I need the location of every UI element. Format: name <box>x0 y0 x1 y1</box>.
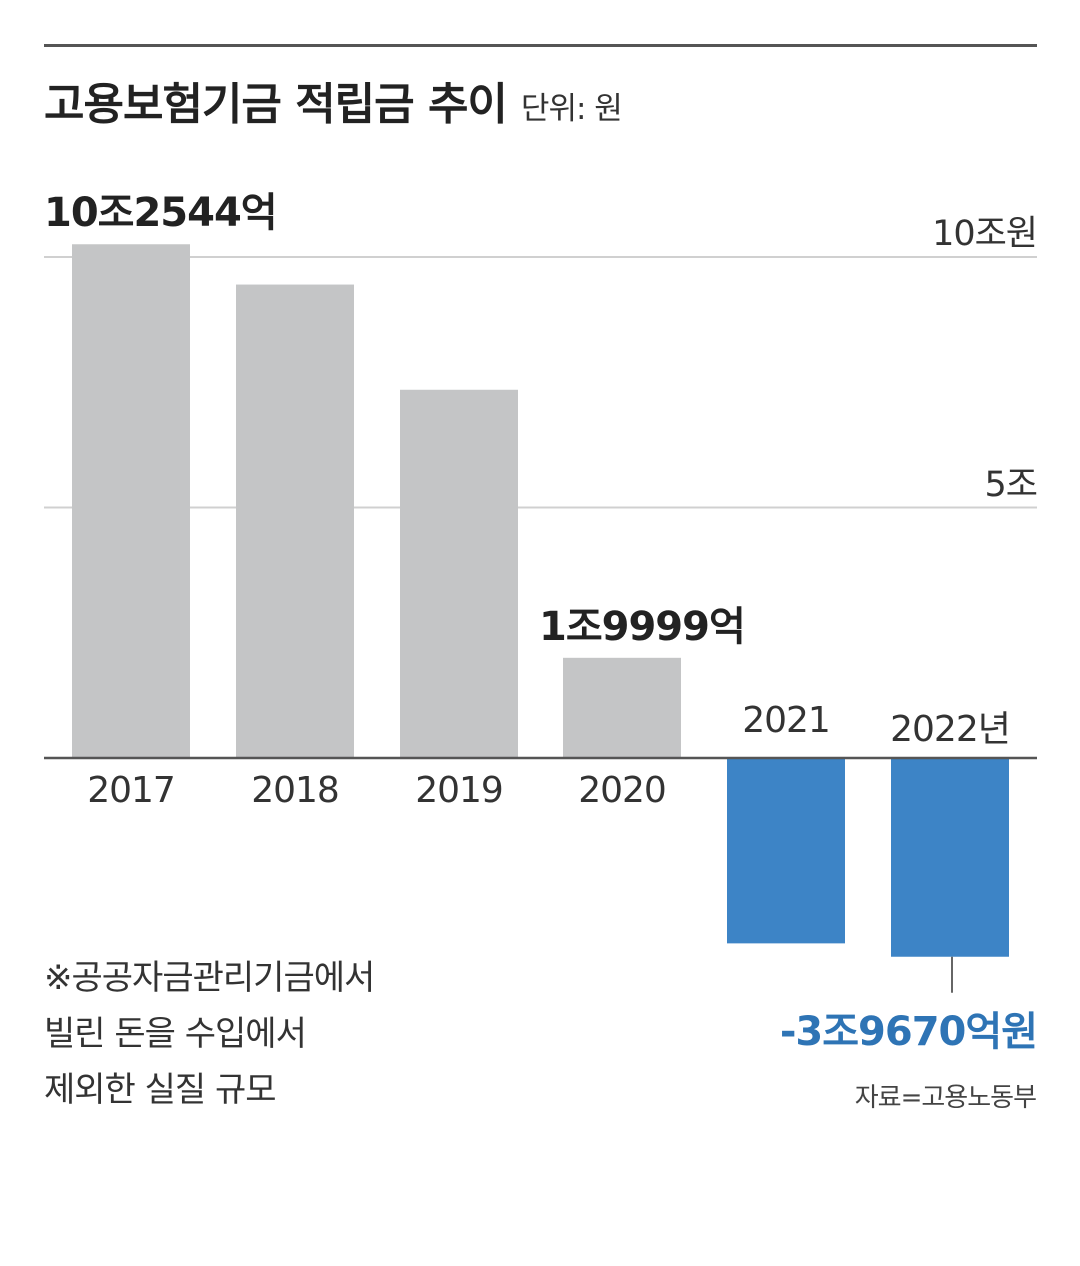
bar-2021 <box>727 758 845 944</box>
bar-2022 <box>891 758 1009 957</box>
data-label-3: 1조9999억 <box>539 603 746 650</box>
bar-2017 <box>72 244 190 758</box>
data-label-5: -3조9670억원 <box>779 1008 1038 1055</box>
source-credit: 자료=고용노동부 <box>854 1083 1037 1113</box>
x-tick-label-3: 2020 <box>578 770 667 811</box>
bar-2020 <box>563 657 681 758</box>
footnote-line-1: ※공공자금관리기금에서 <box>44 958 375 998</box>
y-tick-label-0: 10조원 <box>932 214 1038 254</box>
x-tick-label-5: 2022년 <box>890 709 1011 750</box>
data-label-0: 10조2544억 <box>44 190 278 237</box>
x-tick-label-2: 2019 <box>415 770 504 811</box>
unit-label: 단위: 원 <box>520 91 623 127</box>
chart-title: 고용보험기금 적립금 추이 <box>44 79 508 130</box>
footnote-line-2: 빌린 돈을 수입에서 <box>44 1014 307 1054</box>
top-rule <box>44 44 1037 47</box>
y-tick-label-1: 5조 <box>984 464 1038 505</box>
x-tick-label-0: 2017 <box>87 770 176 811</box>
x-tick-label-4: 2021 <box>742 700 831 741</box>
footnote: ※공공자금관리기금에서 빌린 돈을 수입에서 제외한 실질 규모 <box>44 950 375 1118</box>
title-row: 고용보험기금 적립금 추이 단위: 원 <box>44 68 623 132</box>
footnote-line-3: 제외한 실질 규모 <box>44 1070 277 1110</box>
x-tick-label-1: 2018 <box>251 770 340 811</box>
bar-2018 <box>236 284 354 758</box>
bar-2019 <box>400 389 518 758</box>
